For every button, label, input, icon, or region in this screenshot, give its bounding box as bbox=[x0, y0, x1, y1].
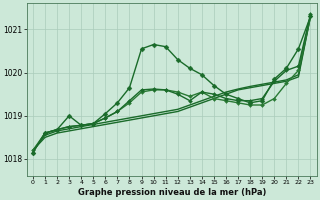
X-axis label: Graphe pression niveau de la mer (hPa): Graphe pression niveau de la mer (hPa) bbox=[77, 188, 266, 197]
